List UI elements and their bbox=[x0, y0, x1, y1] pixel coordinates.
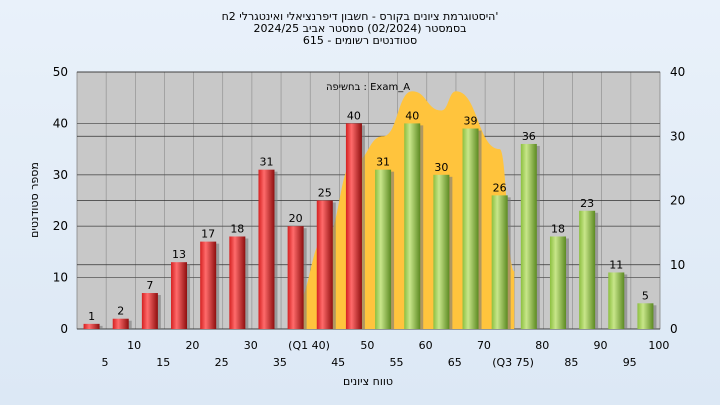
bar bbox=[579, 210, 596, 329]
value-label: 26 bbox=[493, 181, 507, 194]
value-label: 18 bbox=[551, 222, 565, 235]
x-tick-label: 35 bbox=[273, 356, 287, 369]
chart-annotation: בחשיפה : Exam_A bbox=[326, 82, 410, 93]
value-label: 18 bbox=[230, 222, 244, 235]
x-tick-label: 85 bbox=[564, 356, 578, 369]
bar bbox=[141, 293, 158, 329]
value-label: 30 bbox=[434, 161, 448, 174]
x-tick-label: (Q1 40) bbox=[288, 339, 330, 352]
bar bbox=[112, 318, 129, 329]
value-label: 25 bbox=[318, 187, 332, 200]
x-tick-label: 20 bbox=[185, 339, 199, 352]
bars bbox=[83, 123, 657, 330]
value-label: 20 bbox=[289, 212, 303, 225]
x-tick-label: 90 bbox=[594, 339, 608, 352]
value-label: 40 bbox=[405, 109, 419, 122]
y2-tick-label: 40 bbox=[670, 65, 685, 79]
bar bbox=[171, 262, 188, 329]
y2-tick-label: 0 bbox=[670, 322, 678, 336]
x-tick-label: 25 bbox=[215, 356, 229, 369]
x-tick-label: 55 bbox=[390, 356, 404, 369]
y2-tick-label: 10 bbox=[670, 258, 685, 272]
bar bbox=[229, 236, 246, 329]
value-label: 2 bbox=[117, 305, 124, 318]
x-tick-label: 80 bbox=[535, 339, 549, 352]
value-labels: 1 2 7 13 17 18 31 20 25 40 31 40 30 39 26 36 18 23 11 5 bbox=[88, 109, 649, 322]
y-axis-title: מספר סטודנטים bbox=[28, 162, 41, 238]
x-tick-label: 95 bbox=[623, 356, 637, 369]
x-tick-label: 15 bbox=[156, 356, 170, 369]
value-label: 23 bbox=[580, 197, 594, 210]
x-tick-label: 10 bbox=[127, 339, 141, 352]
bar bbox=[520, 143, 537, 329]
y-tick-label: 40 bbox=[53, 116, 68, 130]
value-label: 7 bbox=[146, 279, 153, 292]
bar bbox=[549, 236, 566, 329]
y-tick-label: 20 bbox=[53, 219, 68, 233]
value-label: 36 bbox=[522, 130, 536, 143]
x-tick-label: 5 bbox=[102, 356, 109, 369]
value-label: 11 bbox=[609, 258, 623, 271]
bar bbox=[345, 123, 362, 330]
bar bbox=[83, 323, 100, 329]
x-tick-label: 60 bbox=[419, 339, 433, 352]
y-tick-label: 30 bbox=[53, 168, 68, 182]
value-label: 1 bbox=[88, 310, 95, 323]
x-axis-title: טווח ציונים bbox=[343, 375, 393, 388]
value-label: 5 bbox=[642, 289, 649, 302]
x-tick-label: 45 bbox=[331, 356, 345, 369]
y-tick-label: 10 bbox=[53, 271, 68, 285]
x-tick-label: 100 bbox=[648, 339, 669, 352]
y-tick-label: 0 bbox=[60, 322, 68, 336]
bar bbox=[491, 195, 508, 329]
bar bbox=[258, 169, 275, 329]
title-line-3: סטודנטים רשומים - 615 bbox=[303, 34, 417, 47]
value-label: 17 bbox=[201, 228, 215, 241]
chart-title: היסטוגרמת ציונים בקורס - חשבון דיפרנציאל… bbox=[222, 10, 499, 47]
bar bbox=[462, 128, 479, 329]
bar bbox=[200, 241, 217, 329]
value-label: 40 bbox=[347, 109, 361, 122]
bar bbox=[404, 123, 421, 330]
x-tick-label: 30 bbox=[244, 339, 258, 352]
x-tick-label: 65 bbox=[448, 356, 462, 369]
y2-tick-label: 20 bbox=[670, 194, 685, 208]
bar bbox=[316, 200, 333, 329]
value-label: 13 bbox=[172, 248, 186, 261]
y2-tick-label: 30 bbox=[670, 129, 685, 143]
title-line-1: היסטוגרמת ציונים בקורס - חשבון דיפרנציאל… bbox=[222, 10, 499, 23]
y-tick-label: 50 bbox=[53, 65, 68, 79]
value-label: 39 bbox=[464, 115, 478, 128]
bar bbox=[287, 226, 304, 329]
x-tick-label: 50 bbox=[360, 339, 374, 352]
title-line-2: בסמסטר (02/2024) סמסטר אביב 2024/25 bbox=[253, 22, 466, 35]
x-tick-label: 70 bbox=[477, 339, 491, 352]
bar bbox=[608, 272, 625, 329]
y-axis-ticks: 0 10 20 30 40 50 bbox=[53, 65, 68, 336]
bar bbox=[375, 169, 392, 329]
value-label: 31 bbox=[376, 156, 390, 169]
x-tick-label: (Q3 75) bbox=[492, 356, 534, 369]
bar bbox=[637, 303, 654, 329]
bar bbox=[433, 174, 450, 329]
value-label: 31 bbox=[259, 156, 273, 169]
y2-axis-ticks: 0 10 20 30 40 bbox=[670, 65, 685, 336]
